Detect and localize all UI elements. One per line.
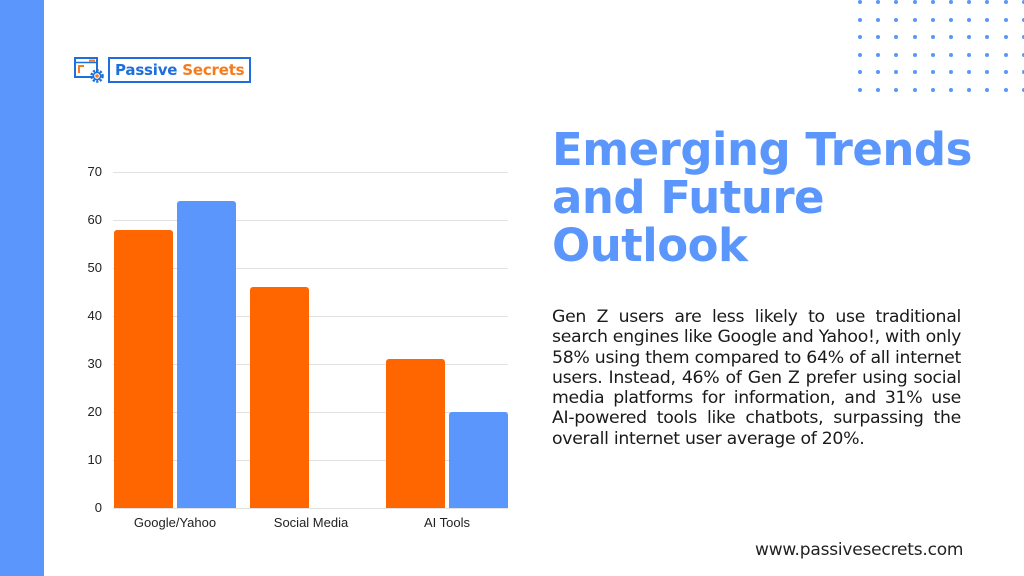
browser-gear-icon (74, 57, 106, 83)
slide-body-text: Gen Z users are less likely to use tradi… (552, 307, 961, 449)
x-axis-label: Google/Yahoo (133, 515, 217, 530)
decorative-dot (985, 35, 990, 39)
decorative-dot (876, 52, 881, 57)
decorative-dot (949, 87, 953, 92)
decorative-dot (876, 70, 881, 74)
decorative-dot-grid (858, 0, 1024, 100)
decorative-dot (912, 17, 917, 22)
decorative-dot (930, 87, 935, 92)
decorative-dot (967, 0, 972, 4)
decorative-dot (1021, 70, 1024, 74)
decorative-dot (912, 87, 917, 92)
logo-word-secrets: Secrets (182, 61, 245, 79)
decorative-dot (985, 52, 990, 57)
gridline (113, 316, 508, 317)
bar-ai-tools-0 (386, 359, 445, 508)
decorative-dot (858, 0, 862, 4)
y-tick-label: 40 (87, 308, 102, 323)
decorative-dot (949, 70, 953, 74)
gridline (113, 364, 508, 365)
decorative-dot (858, 35, 862, 39)
decorative-dot (1003, 17, 1008, 22)
decorative-dot (912, 70, 917, 74)
decorative-dot (967, 52, 972, 57)
y-tick-label: 70 (87, 164, 102, 179)
decorative-dot (985, 17, 990, 22)
website-url: www.passivesecrets.com (755, 540, 964, 560)
gridline (113, 460, 508, 461)
decorative-dot (876, 35, 881, 39)
decorative-dot (949, 17, 953, 22)
decorative-dot (949, 35, 953, 39)
decorative-dot (967, 17, 972, 22)
decorative-dot (930, 70, 935, 74)
decorative-dot (1021, 52, 1024, 57)
decorative-dot (1021, 0, 1024, 4)
logo-wordmark: Passive Secrets (108, 57, 252, 83)
decorative-dot (912, 52, 917, 57)
decorative-dot (894, 70, 899, 74)
bar-chart: 0 10 20 30 40 50 60 70 Google/Yahoo Social Media A… (87, 164, 508, 530)
logo-word-passive: Passive (115, 61, 178, 79)
y-tick-label: 50 (87, 260, 102, 275)
decorative-dot (985, 0, 990, 4)
decorative-dot (967, 87, 972, 92)
decorative-dot (967, 35, 972, 39)
decorative-dot (1021, 35, 1024, 39)
decorative-dot (912, 0, 917, 4)
y-tick-label: 0 (94, 500, 102, 515)
y-tick-label: 30 (87, 356, 102, 371)
decorative-dot (858, 52, 862, 57)
decorative-dot (894, 52, 899, 57)
decorative-dot (985, 70, 990, 74)
y-tick-label: 10 (87, 452, 102, 467)
left-accent-bar (0, 0, 44, 576)
decorative-dot (930, 0, 935, 4)
decorative-dot (1003, 70, 1008, 74)
decorative-dot (894, 87, 899, 92)
bar-google-yahoo-0 (114, 229, 173, 508)
decorative-dot (930, 52, 935, 57)
decorative-dot (1003, 35, 1008, 39)
gridline (113, 508, 508, 509)
decorative-dot (1003, 52, 1008, 57)
x-axis-label: Social Media (273, 515, 349, 530)
slide-title: Emerging Trends and Future Outlook (552, 123, 972, 272)
decorative-dot (858, 70, 862, 74)
decorative-dot (894, 0, 899, 4)
decorative-dot (876, 17, 881, 22)
decorative-dot (876, 0, 881, 4)
x-axis-label: AI Tools (423, 515, 470, 530)
decorative-dot (930, 17, 935, 22)
decorative-dot (1003, 87, 1008, 92)
decorative-dot (985, 87, 990, 92)
y-tick-label: 20 (87, 404, 102, 419)
decorative-dot (930, 35, 935, 39)
decorative-dot (1021, 87, 1024, 92)
decorative-dot (858, 17, 862, 22)
decorative-dot (949, 52, 953, 57)
decorative-dot (1003, 0, 1008, 4)
bar-ai-tools-1 (449, 412, 508, 508)
gridline (113, 268, 508, 269)
gridline (113, 220, 508, 221)
decorative-dot (967, 70, 972, 74)
decorative-dot (894, 17, 899, 22)
decorative-dot (1021, 17, 1024, 22)
y-tick-label: 60 (87, 212, 102, 227)
gridline (113, 172, 508, 173)
decorative-dot (876, 87, 881, 92)
bar-google-yahoo-1 (177, 200, 236, 508)
decorative-dot (858, 87, 862, 92)
decorative-dot (894, 35, 899, 39)
logo: Passive Secrets (74, 57, 252, 83)
gridline (113, 412, 508, 413)
decorative-dot (912, 35, 917, 39)
bar-social-media-0 (250, 287, 309, 508)
decorative-dot (949, 0, 953, 4)
